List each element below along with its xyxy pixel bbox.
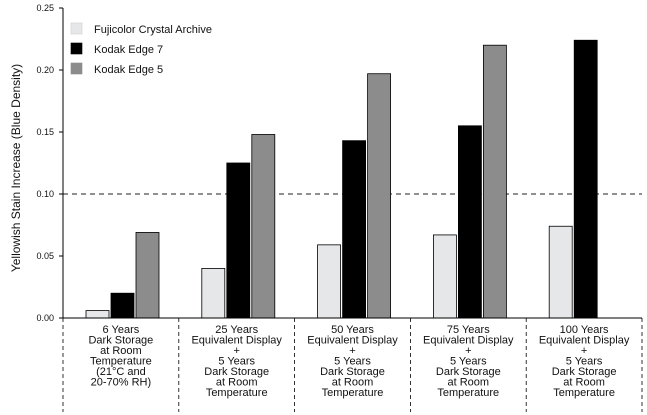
bar-3-2: [251, 134, 276, 319]
y-tick-label-3: 0.10: [36, 189, 54, 199]
bar-1-3: [317, 244, 342, 319]
category-label-5-line-7: Temperature: [553, 387, 615, 399]
category-label-5-line-6: at Room: [563, 377, 605, 389]
category-label-3-line-3: +: [349, 345, 355, 357]
category-label-5-line-4: 5 Years: [566, 356, 603, 368]
bar-1-4: [432, 234, 457, 319]
bar-2-3: [342, 140, 367, 319]
category-label-2-line-2: Equivalent Display: [191, 335, 282, 347]
bar-2-4: [457, 125, 482, 319]
category-label-4-line-6: at Room: [448, 377, 490, 389]
category-label-1-line-1: 6 Years: [103, 324, 140, 336]
bar-2-1: [110, 292, 135, 319]
legend-label-2: Kodak Edge 7: [94, 44, 163, 56]
bar-1-1: [85, 310, 110, 319]
legend-label-1: Fujicolor Crystal Archive: [94, 24, 212, 36]
bar-2-5: [573, 39, 598, 319]
category-label-4-line-1: 75 Years: [447, 324, 490, 336]
legend-swatch-3: [70, 62, 83, 75]
y-tick-label-6: 0.25: [36, 3, 54, 13]
category-label-1-line-4: Temperature: [90, 356, 152, 368]
category-label-3-line-2: Equivalent Display: [307, 335, 398, 347]
legend-swatch-1: [70, 22, 83, 35]
bar-3-1: [135, 232, 160, 319]
axes: [62, 8, 643, 412]
category-label-4-line-7: Temperature: [437, 387, 499, 399]
category-label-2-line-7: Temperature: [206, 387, 268, 399]
legend: Fujicolor Crystal Archive Kodak Edge 7 Kod…: [70, 22, 212, 76]
bars: [85, 39, 598, 319]
category-label-1-line-3: at Room: [100, 345, 142, 357]
category-label-5-line-3: +: [581, 345, 587, 357]
category-label-3-line-1: 50 Years: [331, 324, 374, 336]
bar-2-2: [226, 162, 251, 319]
category-label-1-line-5: (21°C and: [96, 366, 146, 378]
category-label-4: 75 Years Equivalent Display +5 Years Dark S…: [423, 324, 514, 399]
category-label-2-line-5: Dark Storage: [204, 366, 269, 378]
category-label-4-line-4: 5 Years: [450, 356, 487, 368]
y-tick-label-1: 0.00: [36, 313, 54, 323]
category-label-5-line-1: 100 Years: [560, 324, 609, 336]
category-label-3-line-7: Temperature: [322, 387, 384, 399]
legend-label-3: Kodak Edge 5: [94, 64, 163, 76]
y-ticks: 0.00 0.05 0.10 0.15 0.20 0.25: [36, 3, 63, 323]
category-label-5-line-2: Equivalent Display: [539, 335, 630, 347]
x-categories: 6 Years Dark Storage at Room Temperature (21…: [88, 324, 629, 399]
category-label-2-line-1: 25 Years: [215, 324, 258, 336]
category-label-5-line-5: Dark Storage: [552, 366, 617, 378]
category-label-2-line-3: +: [233, 345, 239, 357]
category-label-2-line-4: 5 Years: [218, 356, 255, 368]
bar-1-5: [548, 225, 573, 319]
category-label-3-line-5: Dark Storage: [320, 366, 385, 378]
y-tick-label-4: 0.15: [36, 127, 54, 137]
category-label-4-line-3: +: [465, 345, 471, 357]
category-label-2-line-6: at Room: [216, 377, 258, 389]
category-label-1-line-2: Dark Storage: [88, 335, 153, 347]
bar-3-4: [482, 44, 507, 319]
category-label-1: 6 Years Dark Storage at Room Temperature (21…: [88, 324, 153, 389]
category-label-2: 25 Years Equivalent Display +5 Years Dark S…: [191, 324, 282, 399]
y-axis-title: Yellowish Stain Increase (Blue Density): [9, 64, 23, 272]
category-label-4-line-5: Dark Storage: [436, 366, 501, 378]
y-tick-label-5: 0.20: [36, 65, 54, 75]
bar-1-2: [201, 267, 226, 319]
y-tick-label-2: 0.05: [36, 251, 54, 261]
legend-swatch-2: [70, 42, 83, 55]
category-label-3-line-4: 5 Years: [334, 356, 371, 368]
category-label-3-line-6: at Room: [332, 377, 374, 389]
bar-3-3: [367, 73, 392, 319]
category-label-5: 100 Years Equivalent Display +5 Years Dark …: [539, 324, 630, 399]
category-label-4-line-2: Equivalent Display: [423, 335, 514, 347]
category-label-3: 50 Years Equivalent Display +5 Years Dark S…: [307, 324, 398, 399]
category-label-1-line-6: 20-70% RH): [91, 377, 152, 389]
